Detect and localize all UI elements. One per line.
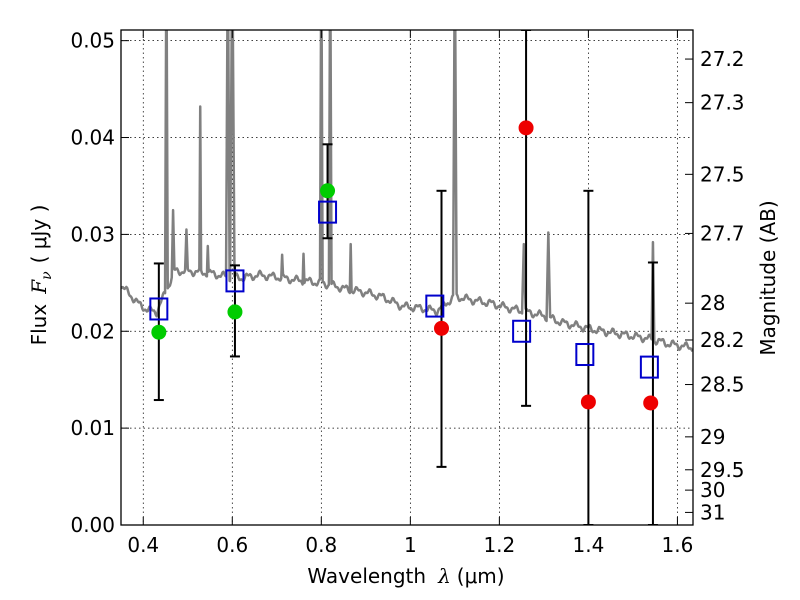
magnitude-tick-label: 27.3 xyxy=(700,91,745,115)
model-square-marker xyxy=(225,269,245,293)
y-tick-label: 0.00 xyxy=(70,513,115,537)
error-bar xyxy=(583,189,594,525)
plot-frame xyxy=(120,29,694,526)
x-tick-label: 0.8 xyxy=(305,533,337,557)
x-tick-label: 1.6 xyxy=(662,533,694,557)
axis-ticks xyxy=(121,30,693,526)
magnitude-tick-label: 27.7 xyxy=(700,221,745,245)
magnitude-tick-label: 27.5 xyxy=(700,162,745,186)
x-tick-label: 1.4 xyxy=(572,533,604,557)
magnitude-tick-label: 28.5 xyxy=(700,373,745,397)
y-axis-title-unit: ( μJy ) xyxy=(27,205,51,264)
model-spectrum-line xyxy=(121,30,693,353)
nondetection-point xyxy=(433,320,449,336)
y-tick-labels: 0.00 0.01 0.02 0.03 0.04 0.05 xyxy=(70,29,115,537)
model-square-marker xyxy=(149,297,169,321)
model-square-marker xyxy=(318,200,338,224)
y-axis-title: Flux Fν ( μJy ) xyxy=(27,205,55,346)
nondetection-point xyxy=(643,395,659,411)
error-bar xyxy=(647,261,658,525)
y-tick-label: 0.04 xyxy=(70,126,115,150)
y-axis-title-symbol: F xyxy=(27,279,51,295)
detection-point xyxy=(320,183,336,199)
model-square-marker xyxy=(425,294,445,318)
x-axis-title-symbol: λ xyxy=(437,564,451,588)
x-axis-title-unit: (μm) xyxy=(457,564,505,588)
magnitude-tick-label: 27.2 xyxy=(700,47,745,71)
x-tick-label: 1.2 xyxy=(483,533,515,557)
detection-point xyxy=(227,304,243,320)
magnitude-tick-label: 28 xyxy=(700,291,725,315)
nondetection-point xyxy=(580,394,596,410)
detection-point xyxy=(151,324,167,340)
nondetection-point xyxy=(518,120,534,136)
magnitude-tick-label: 28.2 xyxy=(700,328,745,352)
model-square-marker xyxy=(512,319,532,343)
x-axis-title: Wavelength λ (μm) xyxy=(307,564,504,588)
x-tick-label: 0.6 xyxy=(216,533,248,557)
x-tick-labels: 0.4 0.6 0.8 1 1.2 1.4 1.6 xyxy=(127,533,693,557)
y-tick-label: 0.03 xyxy=(70,222,115,246)
magnitude-tick-label: 29.5 xyxy=(700,458,745,482)
error-bar xyxy=(521,30,532,407)
magnitude-tick-label: 30 xyxy=(700,478,725,502)
model-spectrum-group xyxy=(121,30,693,353)
data-markers xyxy=(149,120,659,411)
magnitude-tick-label: 31 xyxy=(700,500,725,524)
y-tick-label: 0.01 xyxy=(70,416,115,440)
y-axis-title-subscript: ν xyxy=(39,271,55,280)
model-square-marker xyxy=(575,343,595,367)
x-axis-title-text: Wavelength xyxy=(307,564,426,588)
y-tick-label: 0.02 xyxy=(70,319,115,343)
y-axis-title-text: Flux xyxy=(27,304,51,346)
model-square-marker xyxy=(639,355,659,379)
x-tick-label: 1 xyxy=(404,533,417,557)
magnitude-tick-label: 29 xyxy=(700,425,725,449)
y-tick-label: 0.05 xyxy=(70,29,115,53)
y2-axis-title: Magnitude (AB) xyxy=(756,200,780,355)
grid-lines xyxy=(121,30,693,526)
x-tick-label: 0.4 xyxy=(127,533,159,557)
